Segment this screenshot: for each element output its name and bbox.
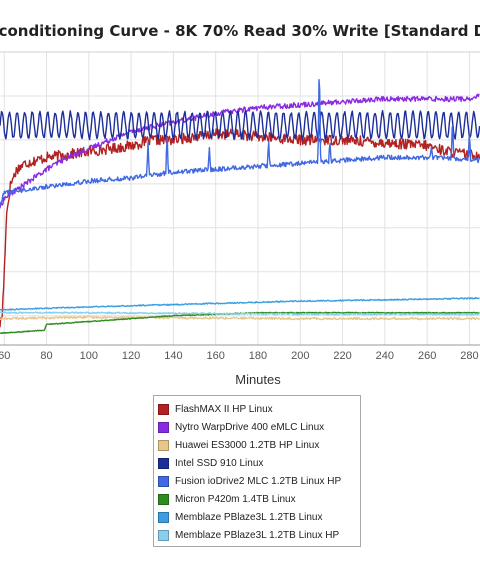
- series-line: [0, 79, 480, 206]
- gridlines: [0, 51, 480, 346]
- x-tick-label: 200: [291, 350, 309, 362]
- series-line: [0, 93, 480, 209]
- plot-area: [0, 79, 480, 335]
- legend-item: Fusion ioDrive2 MLC 1.2TB Linux HP: [158, 472, 360, 490]
- x-tick-label: 140: [164, 350, 182, 362]
- legend-item: Memblaze PBlaze3L 1.2TB Linux HP: [158, 526, 360, 544]
- series-line: [0, 296, 480, 311]
- legend-item: Intel SSD 910 Linux: [158, 454, 360, 472]
- x-tick-label: 80: [40, 350, 52, 362]
- legend-item: FlashMAX II HP Linux: [158, 400, 360, 418]
- legend-label: Intel SSD 910 Linux: [175, 457, 264, 469]
- x-tick-label: 160: [207, 350, 225, 362]
- x-tick-label: 220: [333, 350, 351, 362]
- legend-swatch: [158, 511, 169, 523]
- legend-swatch: [158, 439, 169, 451]
- legend-label: Huawei ES3000 1.2TB HP Linux: [175, 439, 320, 451]
- chart: Preconditioning Curve - 8K 70% Read 30% …: [0, 22, 480, 387]
- legend-label: FlashMAX II HP Linux: [175, 403, 273, 415]
- x-tick-label: 240: [376, 350, 394, 362]
- legend-swatch: [158, 457, 169, 469]
- x-tick-label: 100: [80, 350, 98, 362]
- legend-item: Micron P420m 1.4TB Linux: [158, 490, 360, 508]
- legend-swatch: [158, 475, 169, 487]
- chart-title: Preconditioning Curve - 8K 70% Read 30% …: [0, 22, 480, 40]
- legend-label: Memblaze PBlaze3L 1.2TB Linux: [175, 511, 323, 523]
- legend-item: Huawei ES3000 1.2TB HP Linux: [158, 436, 360, 454]
- legend-label: Memblaze PBlaze3L 1.2TB Linux HP: [175, 529, 340, 541]
- legend-label: Fusion ioDrive2 MLC 1.2TB Linux HP: [175, 475, 342, 487]
- legend-item: Nytro WarpDrive 400 eMLC Linux: [158, 418, 360, 436]
- legend-label: Micron P420m 1.4TB Linux: [175, 493, 296, 505]
- x-tick-label: 260: [418, 350, 436, 362]
- legend-swatch: [158, 421, 169, 433]
- legend-item: Memblaze PBlaze3L 1.2TB Linux: [158, 508, 360, 526]
- series-line: [0, 311, 480, 316]
- x-axis-label: Minutes: [235, 372, 281, 387]
- x-tick-label: 280: [460, 350, 478, 362]
- series-line: [0, 110, 480, 141]
- series-line: [0, 128, 480, 328]
- x-tick-label: 180: [249, 350, 267, 362]
- chart-legend: FlashMAX II HP Linux Nytro WarpDrive 400 …: [153, 395, 361, 547]
- legend-swatch: [158, 403, 169, 415]
- x-tick-label: 120: [122, 350, 140, 362]
- x-tick-label: 60: [0, 350, 10, 362]
- legend-label: Nytro WarpDrive 400 eMLC Linux: [175, 421, 325, 433]
- legend-swatch: [158, 529, 169, 541]
- series-line: [0, 315, 480, 321]
- x-axis-ticks: 60 80 100 120 140 160 180 200 220 240 260 280: [0, 350, 479, 362]
- legend-swatch: [158, 493, 169, 505]
